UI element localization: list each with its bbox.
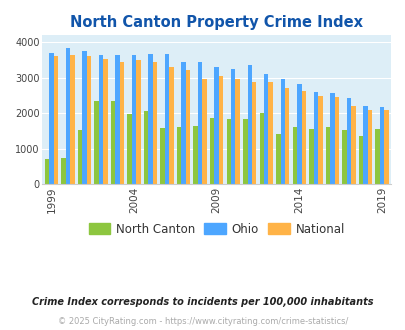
Bar [268, 82, 272, 184]
Bar [350, 106, 355, 184]
Bar [82, 50, 87, 184]
Bar [367, 111, 371, 184]
Bar [247, 65, 252, 184]
Bar [53, 56, 58, 184]
Bar [103, 59, 107, 184]
Bar [115, 55, 119, 184]
Bar [263, 74, 268, 184]
Bar [111, 101, 115, 184]
Bar [292, 127, 296, 184]
Bar [177, 127, 181, 184]
Bar [169, 67, 173, 184]
Bar [78, 130, 82, 184]
Bar [252, 82, 256, 184]
Bar [214, 67, 218, 184]
Bar [94, 101, 98, 184]
Bar [308, 129, 313, 184]
Bar [202, 79, 207, 184]
Bar [136, 60, 141, 184]
Bar [143, 111, 148, 184]
Bar [358, 136, 362, 184]
Legend: North Canton, Ohio, National: North Canton, Ohio, National [88, 223, 344, 236]
Bar [313, 92, 317, 184]
Bar [119, 61, 124, 184]
Bar [127, 114, 132, 184]
Bar [379, 107, 383, 184]
Bar [329, 93, 334, 184]
Bar [296, 84, 301, 184]
Bar [164, 54, 169, 184]
Bar [181, 61, 185, 184]
Text: © 2025 CityRating.com - https://www.cityrating.com/crime-statistics/: © 2025 CityRating.com - https://www.city… [58, 317, 347, 326]
Bar [198, 61, 202, 184]
Bar [148, 54, 152, 184]
Bar [152, 62, 157, 184]
Bar [66, 49, 70, 184]
Bar [230, 69, 235, 184]
Bar [341, 130, 346, 184]
Bar [193, 126, 198, 184]
Bar [374, 129, 379, 184]
Bar [280, 79, 284, 184]
Bar [301, 91, 305, 184]
Bar [45, 159, 49, 184]
Bar [325, 127, 329, 184]
Bar [275, 134, 280, 184]
Bar [209, 118, 214, 184]
Bar [185, 70, 190, 184]
Bar [218, 76, 223, 184]
Bar [346, 98, 350, 184]
Bar [334, 97, 338, 184]
Bar [160, 128, 164, 184]
Bar [284, 88, 289, 184]
Bar [383, 111, 388, 184]
Title: North Canton Property Crime Index: North Canton Property Crime Index [70, 15, 362, 30]
Bar [226, 119, 230, 184]
Bar [362, 106, 367, 184]
Bar [98, 55, 103, 184]
Bar [70, 55, 75, 184]
Bar [87, 56, 91, 184]
Bar [132, 55, 136, 184]
Bar [49, 53, 53, 184]
Text: Crime Index corresponds to incidents per 100,000 inhabitants: Crime Index corresponds to incidents per… [32, 297, 373, 307]
Bar [317, 96, 322, 184]
Bar [61, 158, 66, 184]
Bar [259, 113, 263, 184]
Bar [243, 119, 247, 184]
Bar [235, 79, 239, 184]
